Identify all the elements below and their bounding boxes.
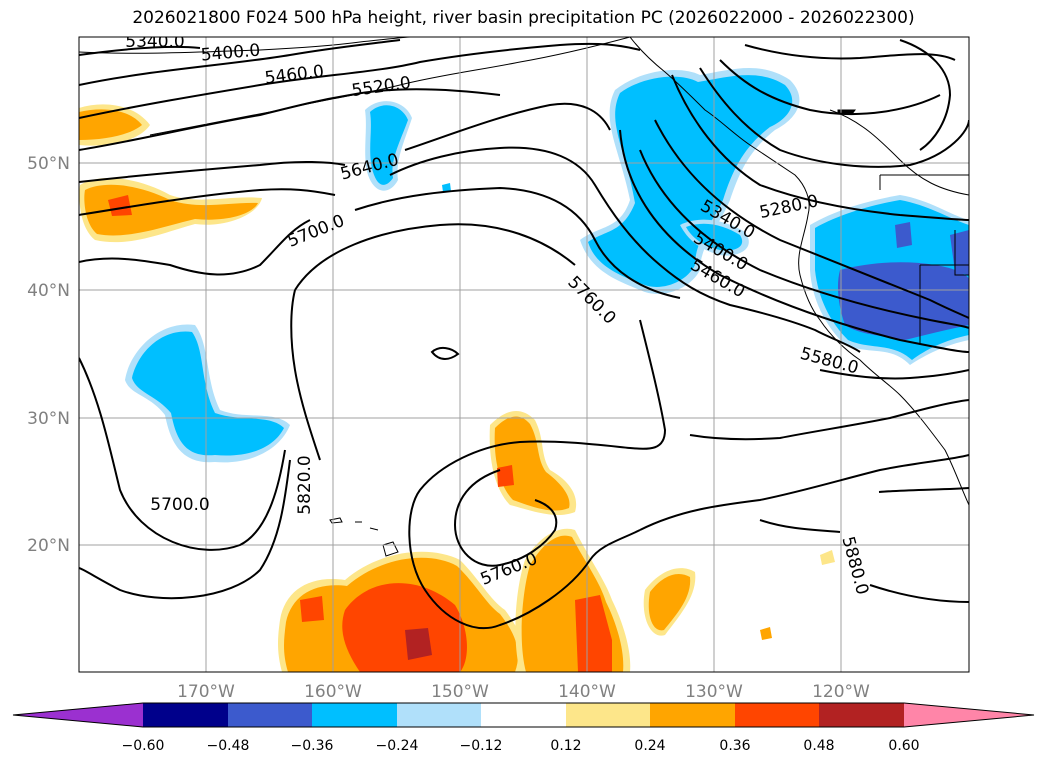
colorbar-segment <box>735 703 819 727</box>
precip-negative-regions <box>125 68 969 463</box>
gridlines <box>79 37 969 672</box>
lon-label: 120°W <box>812 682 870 702</box>
colorbar-segment <box>143 703 228 727</box>
colorbar-segment <box>397 703 481 727</box>
colorbar-extend-low <box>13 703 143 727</box>
latitude-labels: 50°N 40°N 30°N 20°N <box>27 154 70 556</box>
lon-label: 170°W <box>177 682 235 702</box>
lon-label: 130°W <box>685 682 743 702</box>
lon-label: 150°W <box>431 682 489 702</box>
colorbar-tick-label: −0.36 <box>291 738 334 754</box>
colorbar-segment <box>312 703 397 727</box>
lat-label: 30°N <box>27 409 70 429</box>
colorbar-tick-label: 0.36 <box>719 738 750 754</box>
contour-label: 5820.0 <box>295 455 315 514</box>
colorbar-tick-label: −0.48 <box>207 738 250 754</box>
lat-label: 20°N <box>27 536 70 556</box>
colorbar: −0.60 −0.48 −0.36 −0.24 −0.12 0.12 0.24 … <box>12 702 1035 754</box>
colorbar-tick-label: 0.48 <box>803 738 834 754</box>
colorbar-tick-label: −0.24 <box>376 738 419 754</box>
colorbar-tick-label: 0.60 <box>888 738 919 754</box>
contour-label: 5340.0 <box>125 32 184 52</box>
colorbar-tick-label: 0.12 <box>550 738 581 754</box>
colorbar-extend-high <box>904 703 1034 727</box>
lat-label: 50°N <box>27 154 70 174</box>
colorbar-segment <box>566 703 650 727</box>
colorbar-segment <box>481 703 566 727</box>
height-contours <box>79 39 969 630</box>
longitude-labels: 170°W 160°W 150°W 140°W 130°W 120°W <box>177 682 870 702</box>
map-title: 2026021800 F024 500 hPa height, river ba… <box>132 8 915 28</box>
colorbar-tick-label: 0.24 <box>634 738 665 754</box>
colorbar-segment <box>819 703 904 727</box>
colorbar-tick-label: −0.60 <box>122 738 165 754</box>
lat-label: 40°N <box>27 281 70 301</box>
map-panel: 5340.0 5400.0 5460.0 5520.0 5640.0 5700.… <box>79 32 969 672</box>
lon-label: 140°W <box>558 682 616 702</box>
contour-label: 5700.0 <box>150 495 209 515</box>
colorbar-tick-label: −0.12 <box>460 738 503 754</box>
map-frame <box>78 36 970 673</box>
colorbar-segment <box>228 703 312 727</box>
lon-label: 160°W <box>304 682 362 702</box>
colorbar-segment <box>650 703 735 727</box>
